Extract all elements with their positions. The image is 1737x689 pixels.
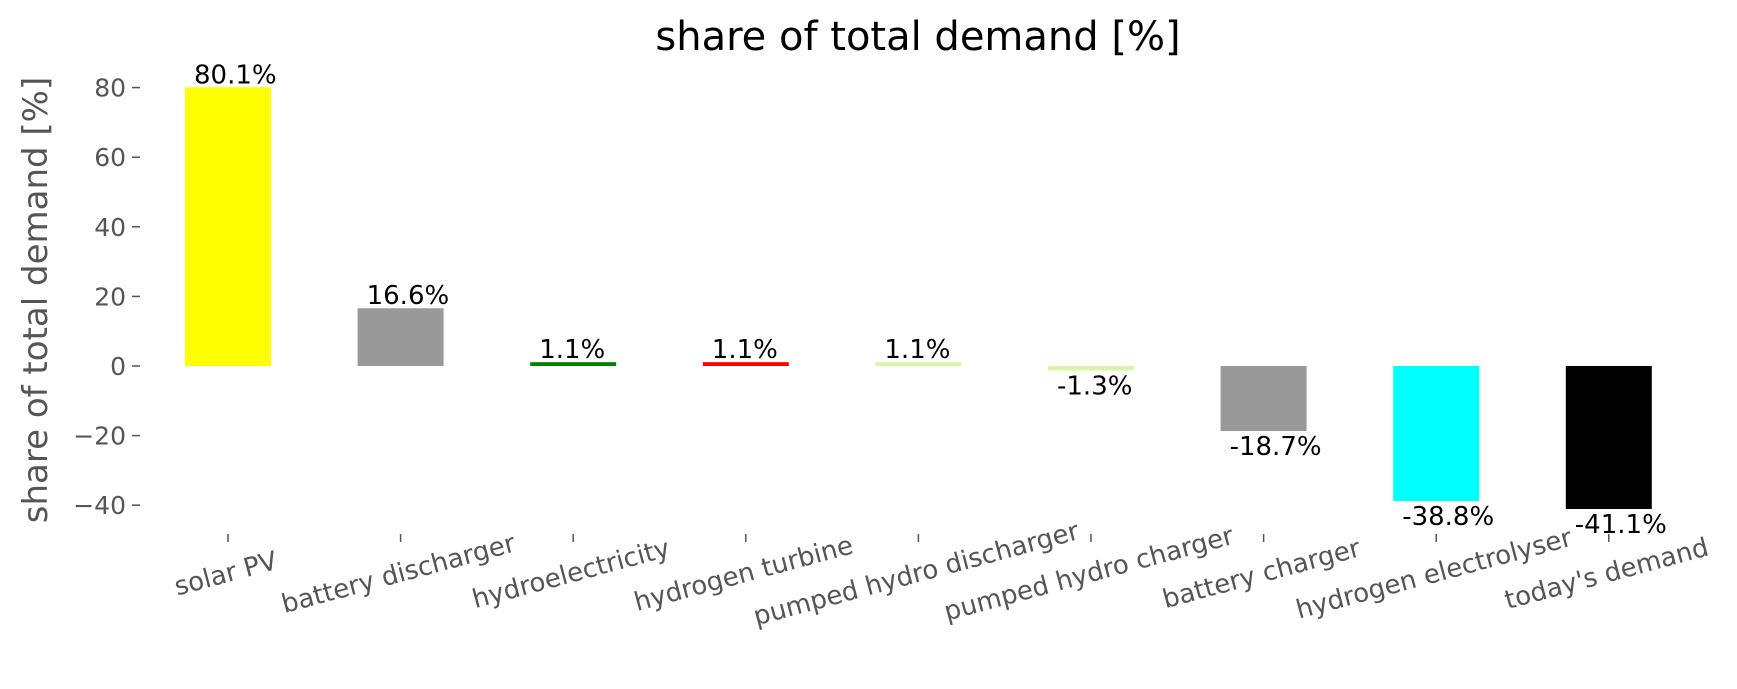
bar bbox=[185, 87, 271, 366]
y-tick-label: 80 bbox=[94, 74, 126, 103]
data-label: 1.1% bbox=[712, 335, 778, 365]
y-tick-label: −20 bbox=[73, 422, 126, 451]
bar bbox=[702, 362, 789, 366]
bar bbox=[1220, 366, 1307, 432]
data-label: -38.8% bbox=[1402, 502, 1494, 532]
bar bbox=[357, 308, 444, 366]
bar bbox=[1565, 366, 1652, 510]
bar bbox=[530, 362, 617, 366]
bar bbox=[1048, 366, 1134, 371]
data-label: 80.1% bbox=[194, 60, 277, 90]
data-label: 1.1% bbox=[539, 335, 605, 365]
y-axis: 80 60 40 20 0 −20 −40 bbox=[73, 74, 140, 520]
data-label: -1.3% bbox=[1057, 372, 1132, 402]
bar bbox=[875, 362, 962, 366]
chart-title: share of total demand [%] bbox=[655, 14, 1180, 60]
y-tick-label: 0 bbox=[110, 352, 126, 381]
y-tick-label: 20 bbox=[94, 282, 126, 311]
y-tick-label: 40 bbox=[94, 213, 126, 242]
data-label: 1.1% bbox=[884, 335, 950, 365]
data-label: -41.1% bbox=[1575, 510, 1667, 540]
x-tick-label: pumped hydro charger bbox=[941, 521, 1237, 627]
x-tick-label: solar PV bbox=[171, 546, 280, 602]
bar bbox=[1393, 366, 1480, 502]
y-tick-label: −40 bbox=[73, 491, 126, 520]
bars bbox=[185, 87, 1652, 510]
y-tick-label: 60 bbox=[94, 143, 126, 172]
data-label: 16.6% bbox=[367, 281, 450, 311]
y-axis-label: share of total demand [%] bbox=[16, 77, 56, 523]
data-labels: 80.1% 16.6% 1.1% 1.1% 1.1% -1.3% -18.7% -38.8% -… bbox=[194, 60, 1667, 540]
data-label: -18.7% bbox=[1230, 432, 1322, 462]
